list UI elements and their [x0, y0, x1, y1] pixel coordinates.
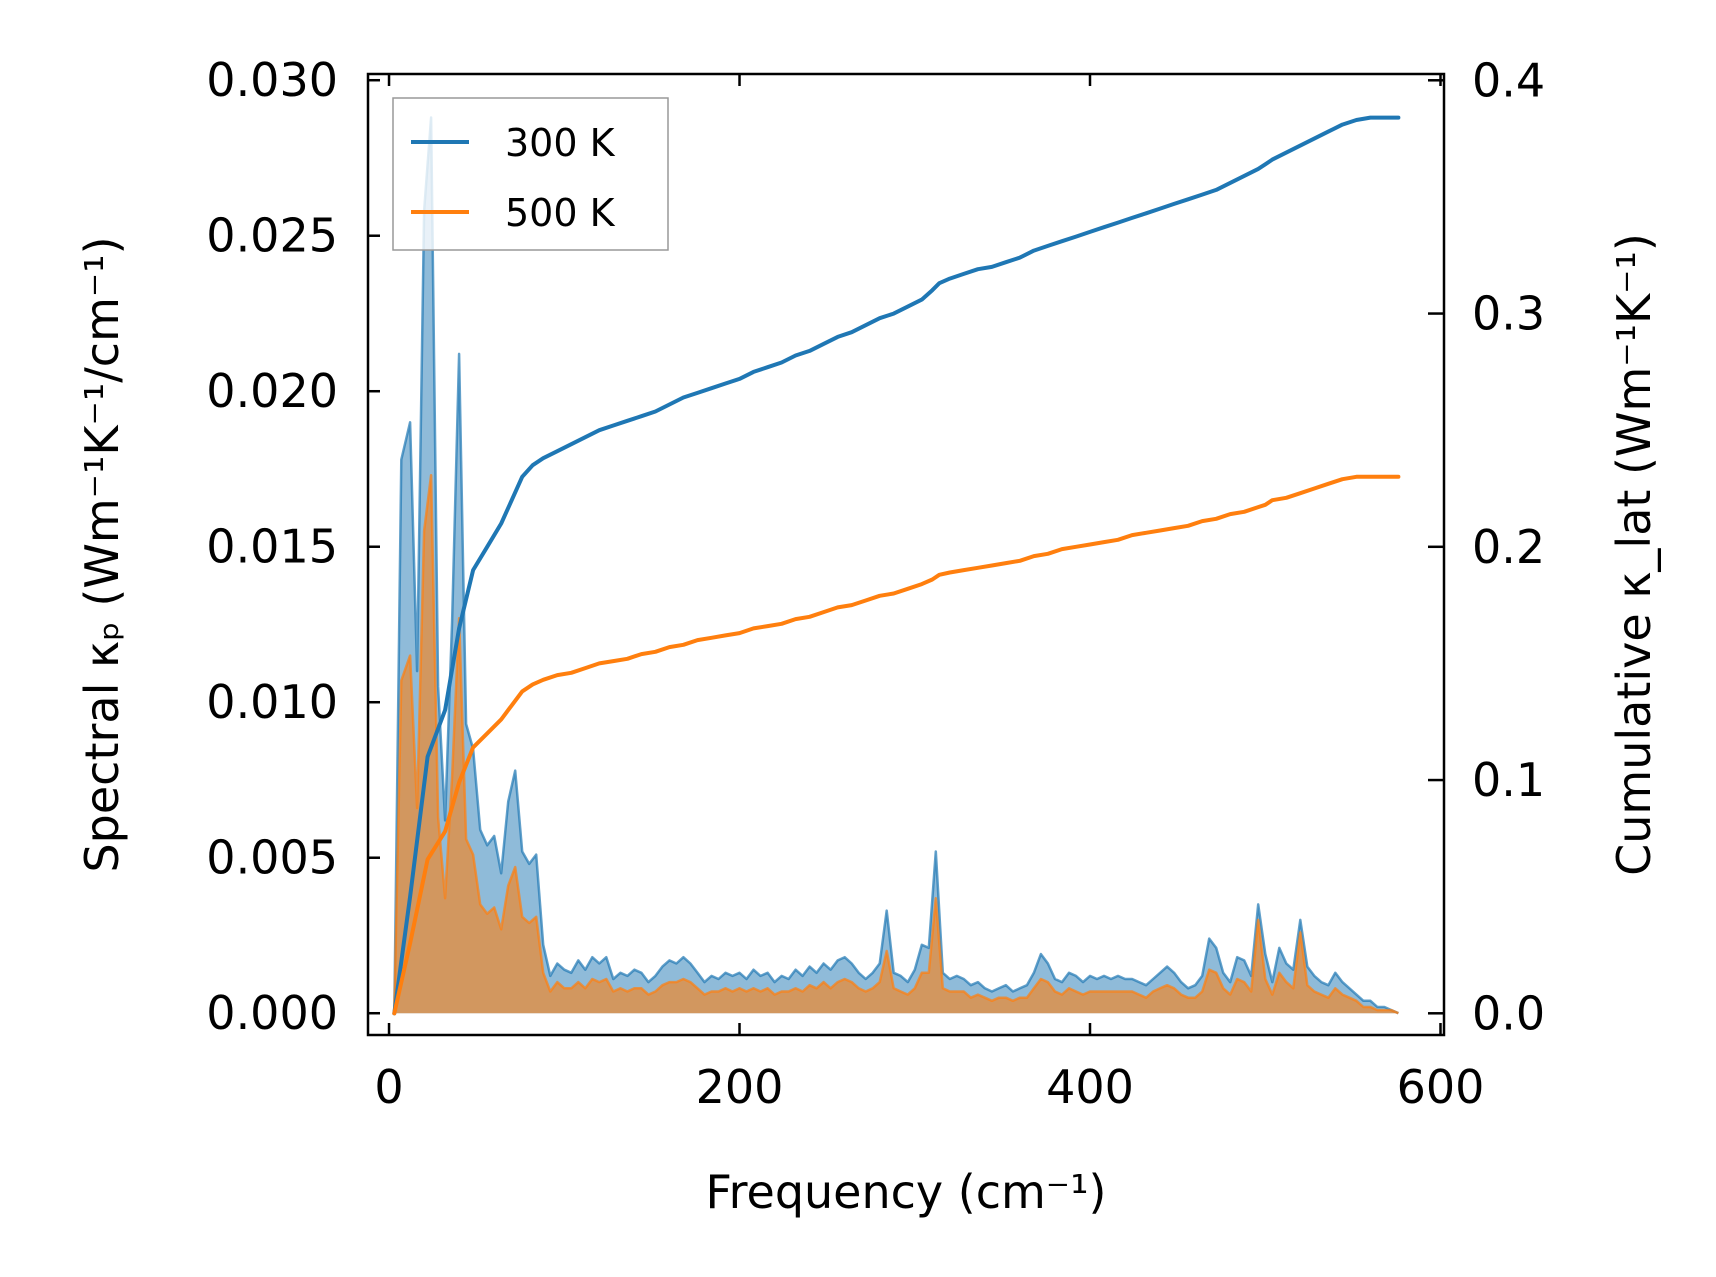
legend: 300 K 500 K — [392, 97, 669, 251]
legend-label-300k: 300 K — [505, 121, 616, 165]
y-right-axis-title: Cumulative κ_lat (Wm⁻¹K⁻¹) — [1607, 233, 1661, 876]
x-tick-label: 0 — [374, 1060, 403, 1114]
spectral-line-500k — [393, 473, 1399, 1015]
y-left-tick-label: 0.010 — [206, 675, 338, 729]
x-tick-label: 400 — [1046, 1060, 1134, 1114]
cumulative-line-500k — [392, 474, 1401, 1016]
x-tick-label: 200 — [696, 1060, 784, 1114]
plot-area — [392, 115, 1401, 1016]
y-left-tick-label: 0.020 — [206, 364, 338, 418]
y-left-tick-label: 0.015 — [206, 520, 338, 574]
y-left-tick-label: 0.025 — [206, 209, 338, 263]
legend-box — [392, 97, 669, 251]
y-right-tick-label: 0.0 — [1472, 986, 1545, 1040]
axes-frame — [366, 72, 1446, 1037]
y-right-tick-label: 0.1 — [1472, 753, 1545, 807]
y-left-tick-label: 0.005 — [206, 831, 338, 885]
axes: 0 200 400 600 0.000 0.005 0.010 0.015 0.020 0.025… — [206, 53, 1545, 1114]
y-left-axis-title: Spectral κₚ (Wm⁻¹K⁻¹/cm⁻¹) — [75, 236, 129, 872]
x-axis-title: Frequency (cm⁻¹) — [706, 1165, 1107, 1219]
spectral-area-500k — [394, 475, 1399, 1014]
y-right-tick-label: 0.2 — [1472, 520, 1545, 574]
x-tick-label: 600 — [1397, 1060, 1485, 1114]
y-right-tick-label: 0.3 — [1472, 287, 1545, 341]
y-right-tick-label: 0.4 — [1472, 53, 1545, 107]
cumulative-line-300k — [392, 115, 1401, 1016]
spectral-area-300k — [394, 117, 1399, 1014]
y-left-tick-label: 0.000 — [206, 986, 338, 1040]
legend-label-500k: 500 K — [505, 191, 616, 235]
y-left-tick-label: 0.030 — [206, 53, 338, 107]
spectral-line-300k — [393, 116, 1399, 1015]
